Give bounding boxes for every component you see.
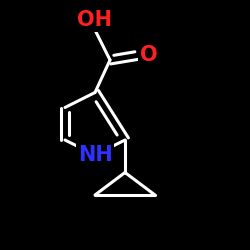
Text: O: O bbox=[140, 45, 158, 65]
Text: OH: OH bbox=[78, 10, 112, 30]
Text: NH: NH bbox=[78, 145, 112, 165]
